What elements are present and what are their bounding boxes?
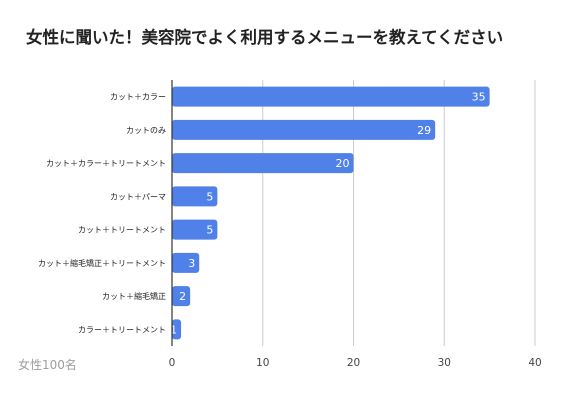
category-label: カット＋カラー＋トリートメント xyxy=(46,159,166,168)
x-tick-label: 0 xyxy=(169,357,176,369)
x-tick-label: 30 xyxy=(438,357,451,369)
bar xyxy=(172,153,354,174)
category-label: カラー＋トリートメント xyxy=(78,325,166,334)
data-label: 35 xyxy=(472,91,486,104)
sample-size-note: 女性100名 xyxy=(18,358,77,372)
data-label: 20 xyxy=(336,157,350,170)
category-label: カット＋パーマ xyxy=(110,192,166,201)
category-label: カット＋トリートメント xyxy=(78,226,166,235)
data-label: 3 xyxy=(188,257,195,270)
category-label: カット＋カラー xyxy=(110,93,166,102)
bar xyxy=(172,252,200,273)
data-label: 29 xyxy=(417,124,431,137)
category-label: カット＋縮毛矯正＋トリートメント xyxy=(38,258,166,268)
x-tick-label: 40 xyxy=(528,357,541,369)
bar xyxy=(172,319,182,340)
data-label: 2 xyxy=(179,290,186,303)
bar xyxy=(172,219,218,240)
category-label: カット＋縮毛矯正 xyxy=(102,291,166,301)
category-label: カットのみ xyxy=(126,126,166,135)
x-tick-label: 10 xyxy=(256,357,269,369)
chart-title: 女性に聞いた！美容院でよく利用するメニューを教えてください xyxy=(26,28,504,47)
bar xyxy=(172,186,218,207)
data-label: 5 xyxy=(206,190,213,203)
data-label: 1 xyxy=(170,323,177,336)
bar xyxy=(172,286,191,307)
bar xyxy=(172,86,490,107)
data-label: 5 xyxy=(206,224,213,237)
bar xyxy=(172,119,436,140)
x-tick-label: 20 xyxy=(347,357,360,369)
